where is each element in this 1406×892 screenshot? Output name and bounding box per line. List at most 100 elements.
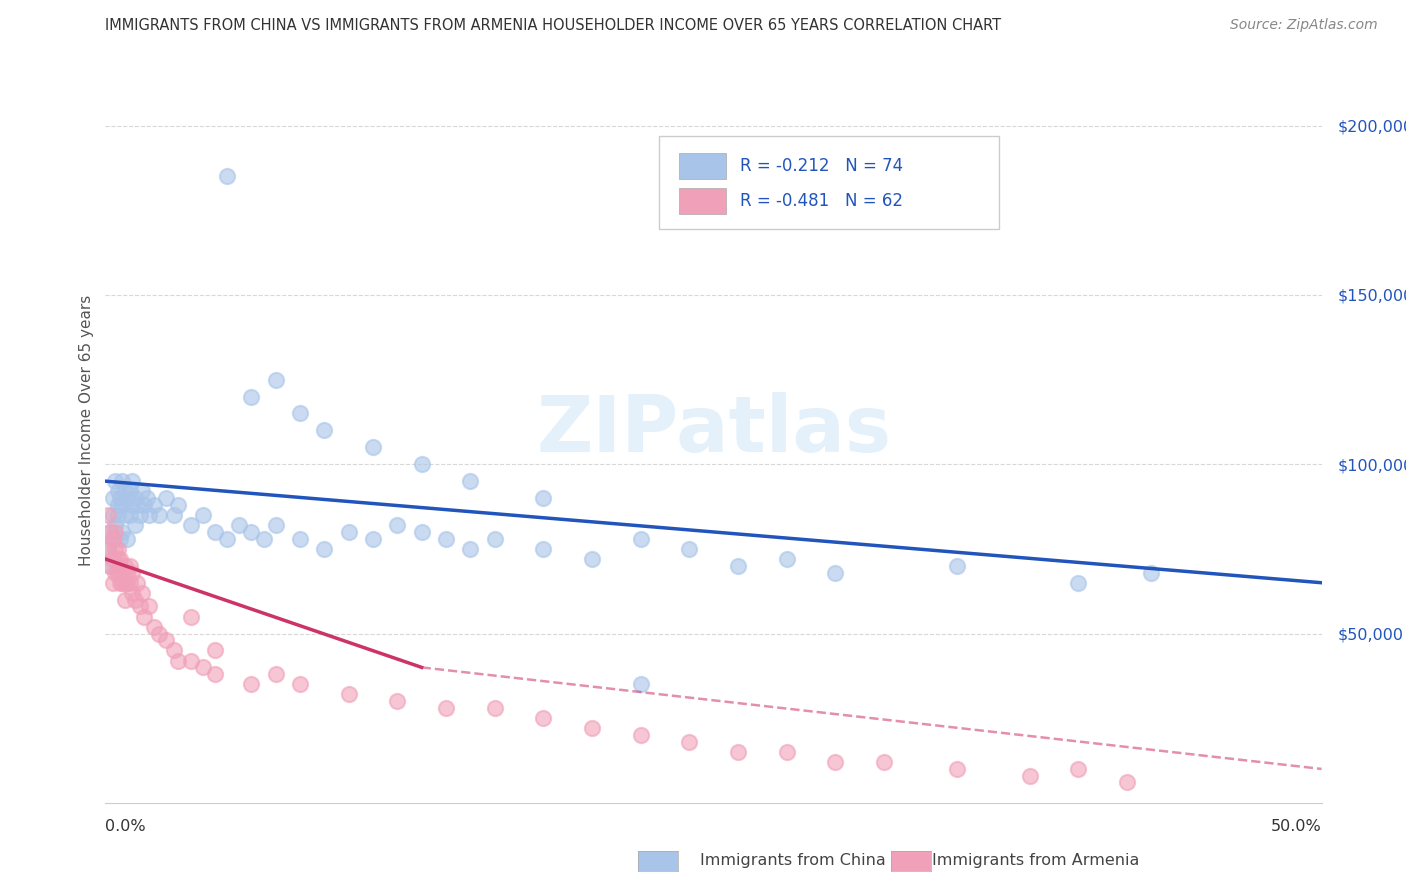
Point: [581, 552, 603, 566]
Point: [264, 667, 287, 681]
Point: [101, 532, 124, 546]
Point: [118, 575, 141, 590]
Point: [134, 498, 156, 512]
Point: [288, 532, 311, 546]
Point: [204, 524, 226, 539]
Point: [148, 626, 170, 640]
FancyBboxPatch shape: [659, 136, 1000, 229]
Point: [138, 508, 160, 522]
Point: [240, 677, 263, 691]
Point: [264, 373, 287, 387]
Point: [217, 532, 239, 546]
Point: [240, 390, 263, 404]
Point: [727, 558, 749, 573]
Point: [484, 532, 506, 546]
Point: [162, 508, 184, 522]
Point: [118, 558, 141, 573]
Point: [180, 609, 202, 624]
Point: [107, 484, 129, 499]
Point: [1116, 775, 1139, 789]
Point: [101, 552, 124, 566]
Point: [337, 688, 360, 702]
Point: [945, 558, 967, 573]
Point: [128, 599, 150, 614]
Point: [117, 566, 139, 580]
Text: R = -0.212   N = 74: R = -0.212 N = 74: [741, 157, 904, 175]
Point: [727, 745, 749, 759]
Point: [217, 169, 239, 184]
Point: [581, 721, 603, 735]
Text: 0.0%: 0.0%: [105, 820, 146, 834]
Point: [143, 620, 166, 634]
Point: [131, 586, 153, 600]
Point: [824, 566, 846, 580]
Text: Immigrants from Armenia: Immigrants from Armenia: [932, 854, 1139, 868]
Point: [98, 524, 121, 539]
Point: [167, 654, 190, 668]
Point: [98, 558, 121, 573]
Point: [228, 518, 250, 533]
Point: [288, 407, 311, 421]
Point: [434, 701, 457, 715]
Point: [107, 508, 129, 522]
Point: [678, 735, 700, 749]
Point: [108, 575, 131, 590]
FancyBboxPatch shape: [679, 187, 725, 214]
Point: [125, 498, 148, 512]
Point: [1067, 762, 1090, 776]
Point: [148, 508, 170, 522]
Point: [114, 484, 136, 499]
Point: [101, 532, 124, 546]
Point: [945, 762, 967, 776]
Text: Source: ZipAtlas.com: Source: ZipAtlas.com: [1230, 18, 1378, 32]
Point: [98, 558, 121, 573]
Point: [361, 532, 384, 546]
Point: [531, 541, 554, 556]
Point: [162, 643, 184, 657]
Point: [630, 532, 652, 546]
Point: [125, 575, 148, 590]
Point: [111, 498, 134, 512]
Point: [108, 491, 131, 505]
Point: [411, 524, 433, 539]
Point: [531, 711, 554, 725]
Point: [114, 508, 136, 522]
Point: [111, 474, 134, 488]
Point: [117, 575, 139, 590]
Point: [107, 541, 129, 556]
Point: [121, 474, 143, 488]
Point: [361, 440, 384, 454]
Point: [111, 575, 134, 590]
Text: R = -0.481   N = 62: R = -0.481 N = 62: [741, 192, 903, 210]
Point: [124, 491, 146, 505]
Point: [118, 484, 141, 499]
Point: [264, 518, 287, 533]
Point: [121, 586, 143, 600]
Point: [107, 566, 129, 580]
Point: [1140, 566, 1163, 580]
Point: [114, 575, 136, 590]
Point: [108, 558, 131, 573]
Point: [111, 566, 134, 580]
Point: [128, 508, 150, 522]
Point: [97, 541, 120, 556]
Point: [252, 532, 274, 546]
Point: [104, 566, 127, 580]
Point: [411, 457, 433, 471]
Point: [1018, 769, 1040, 783]
Point: [108, 552, 131, 566]
Point: [387, 518, 409, 533]
Point: [678, 541, 700, 556]
Point: [155, 491, 177, 505]
Point: [118, 508, 141, 522]
Text: IMMIGRANTS FROM CHINA VS IMMIGRANTS FROM ARMENIA HOUSEHOLDER INCOME OVER 65 YEAR: IMMIGRANTS FROM CHINA VS IMMIGRANTS FROM…: [105, 18, 1001, 33]
Point: [107, 498, 129, 512]
Point: [121, 566, 143, 580]
Point: [135, 491, 157, 505]
Point: [124, 518, 146, 533]
Point: [873, 755, 896, 769]
Text: 50.0%: 50.0%: [1271, 820, 1322, 834]
Point: [824, 755, 846, 769]
Point: [180, 518, 202, 533]
Point: [434, 532, 457, 546]
